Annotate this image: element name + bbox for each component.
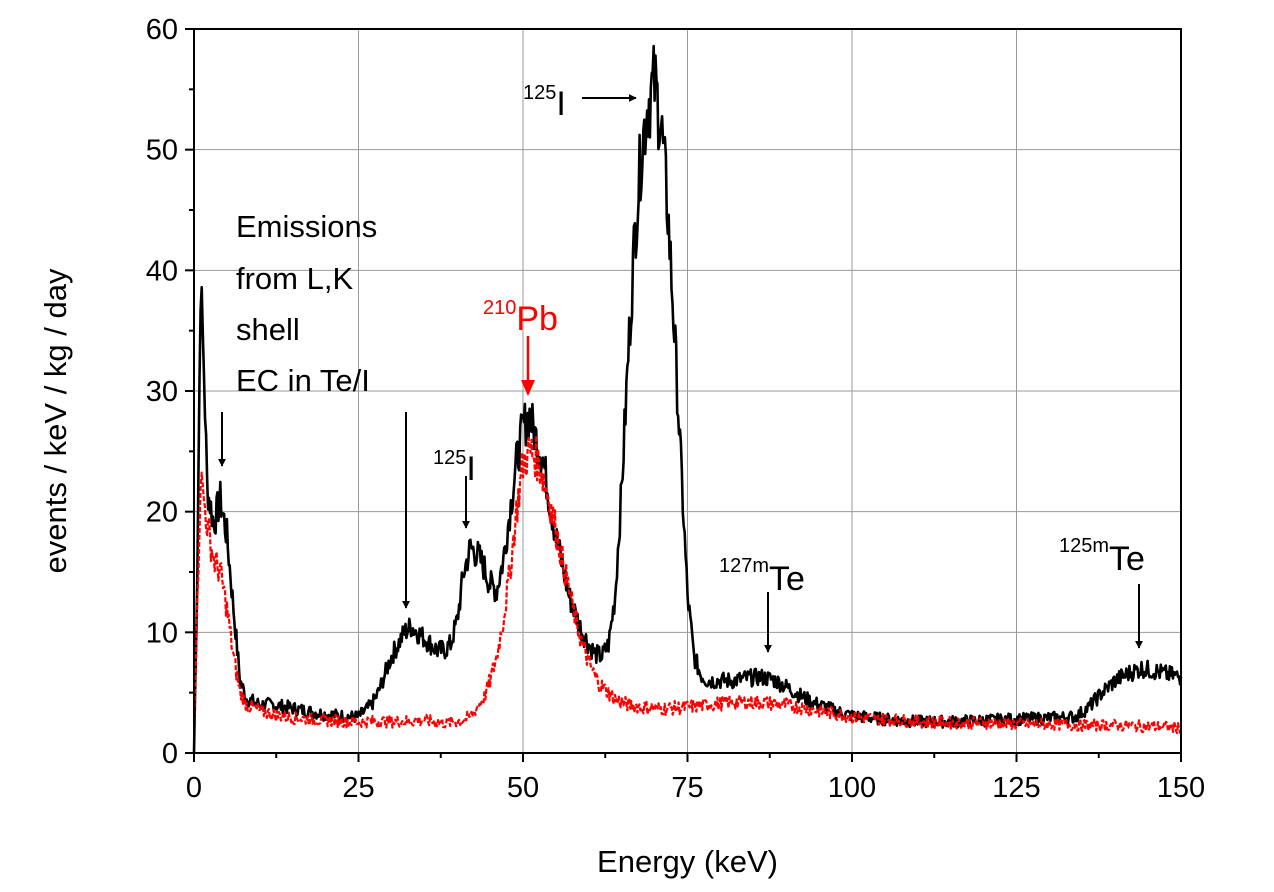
annotation-emissions: Emissions from L,K shell EC in Te/I (236, 209, 377, 398)
annotation-te127m-sup: 127m (719, 555, 769, 577)
x-tick-label: 25 (342, 772, 374, 804)
x-axis-title: Energy (keV) (597, 844, 778, 879)
annotation-i125-main-base: I (556, 85, 565, 123)
y-tick-label: 60 (146, 14, 178, 46)
y-axis-ticks: 0 10 20 30 40 50 60 (146, 14, 194, 770)
x-tick-label: 150 (1157, 772, 1205, 804)
annotation-i125-main-sup: 125 (523, 82, 556, 104)
annotation-te127m: 127mTe (719, 555, 805, 598)
annotation-te125m-sup: 125m (1059, 535, 1109, 557)
x-tick-label: 100 (828, 772, 876, 804)
annotation-pb210-sup: 210 (483, 297, 516, 319)
annotation-i125-small: 125I (433, 447, 476, 488)
annotation-i125-main: 125I (523, 82, 566, 123)
series-layer (192, 44, 1183, 754)
x-tick-label: 75 (671, 772, 703, 804)
annotation-te125m-base: Te (1109, 540, 1145, 578)
y-tick-label: 10 (146, 617, 178, 649)
annotation-i125-small-base: I (466, 450, 475, 488)
annotation-arrows (218, 94, 1143, 653)
y-tick-label: 50 (146, 135, 178, 167)
annotation-emissions-line-4: EC in Te/I (236, 363, 370, 398)
x-tick-label: 0 (186, 772, 202, 804)
x-tick-label: 50 (507, 772, 539, 804)
x-tick-label: 125 (992, 772, 1040, 804)
y-tick-label: 30 (146, 376, 178, 408)
annotation-emissions-line-3: shell (236, 312, 300, 347)
annotation-pb210-base: Pb (516, 300, 558, 338)
series-line-2 (192, 434, 1183, 735)
arrow-pb210-head (521, 380, 535, 396)
annotation-i125-small-sup: 125 (433, 447, 466, 469)
annotation-emissions-line-2: from L,K (236, 261, 353, 296)
annotation-te125m: 125mTe (1059, 535, 1145, 578)
x-axis-ticks: 0 25 50 75 100 125 150 (186, 753, 1205, 804)
y-tick-label: 40 (146, 255, 178, 287)
grid-lines (194, 29, 1181, 753)
y-tick-label: 0 (162, 738, 178, 770)
annotation-te127m-base: Te (769, 560, 805, 598)
y-tick-label: 20 (146, 497, 178, 529)
y-axis-title: events / keV / kg / day (38, 268, 73, 573)
annotation-pb210: 210Pb (483, 297, 558, 338)
series-line-1 (192, 44, 1183, 754)
annotation-emissions-line-1: Emissions (236, 209, 377, 244)
